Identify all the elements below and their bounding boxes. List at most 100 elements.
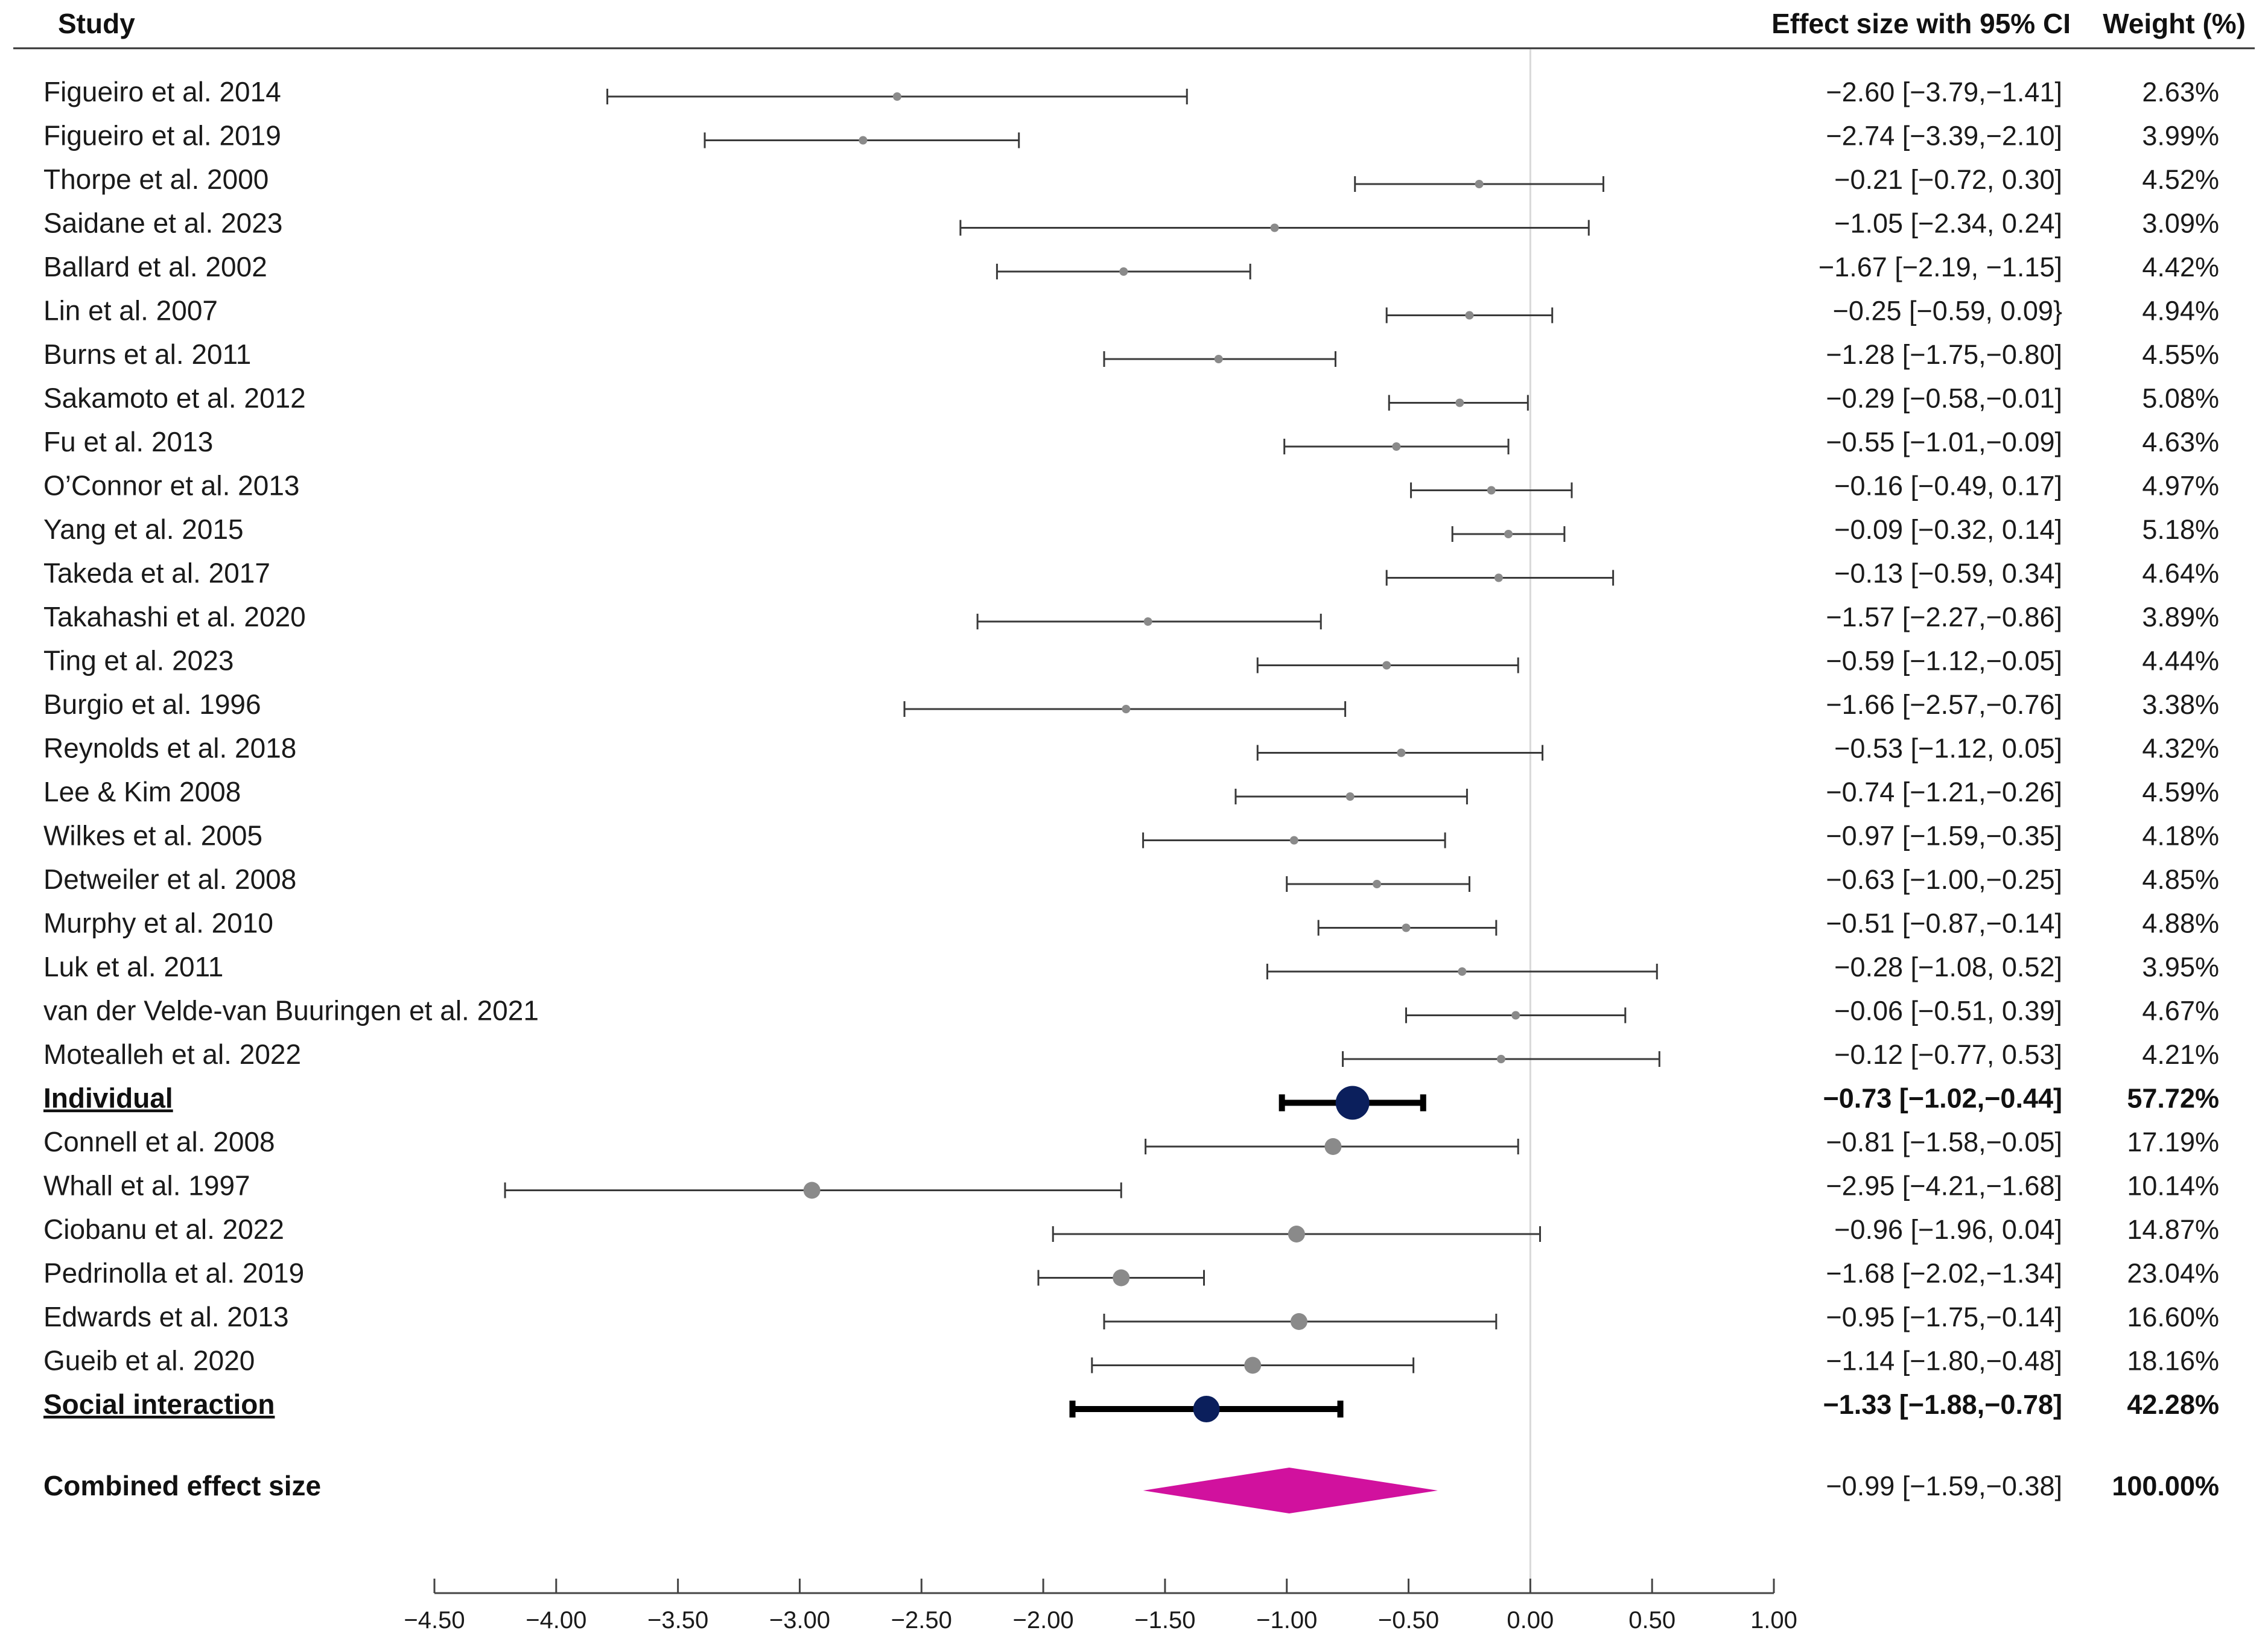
x-tick-label: −3.00 bbox=[769, 1607, 830, 1634]
row-label: van der Velde-van Buuringen et al. 2021 bbox=[43, 995, 539, 1026]
weight-value: 4.67% bbox=[2142, 996, 2219, 1026]
weight-value: 57.72% bbox=[2127, 1083, 2219, 1114]
forest-row: Motealleh et al. 2022 −0.12 [−0.77, 0.53]… bbox=[43, 1039, 2219, 1070]
subtotal-effect-marker bbox=[1193, 1396, 1220, 1422]
forest-row: Murphy et al. 2010 −0.51 [−0.87,−0.14] 4.8… bbox=[43, 908, 2219, 939]
effect-point bbox=[1324, 1138, 1342, 1155]
effect-size-ci: −0.28 [−1.08, 0.52] bbox=[1834, 952, 2062, 982]
row-label: Takahashi et al. 2020 bbox=[43, 601, 306, 632]
effect-size-ci: −0.73 [−1.02,−0.44] bbox=[1823, 1083, 2062, 1114]
weight-value: 4.59% bbox=[2142, 777, 2219, 807]
effect-point bbox=[1455, 398, 1464, 407]
forest-row: Whall et al. 1997 −2.95 [−4.21,−1.68] 10.1… bbox=[43, 1170, 2219, 1201]
x-tick-label: −1.00 bbox=[1256, 1607, 1317, 1634]
x-tick-label: 1.00 bbox=[1750, 1607, 1797, 1634]
weight-value: 18.16% bbox=[2127, 1346, 2219, 1376]
forest-row: Yang et al. 2015 −0.09 [−0.32, 0.14] 5.18% bbox=[43, 514, 2219, 545]
overall-effect-diamond bbox=[1143, 1468, 1438, 1513]
row-label: Whall et al. 1997 bbox=[43, 1170, 250, 1201]
effect-size-ci: −2.95 [−4.21,−1.68] bbox=[1826, 1171, 2062, 1201]
effect-size-ci: −0.63 [−1.00,−0.25] bbox=[1826, 864, 2062, 895]
effect-point bbox=[1122, 705, 1131, 713]
forest-row: Burns et al. 2011 −1.28 [−1.75,−0.80] 4.55… bbox=[43, 339, 2219, 370]
row-label: Ting et al. 2023 bbox=[43, 645, 233, 676]
effect-point bbox=[1270, 223, 1279, 232]
effect-size-ci: −0.06 [−0.51, 0.39] bbox=[1834, 996, 2062, 1026]
effect-size-ci: −1.66 [−2.57,−0.76] bbox=[1826, 689, 2062, 720]
effect-size-ci: −0.96 [−1.96, 0.04] bbox=[1834, 1214, 2062, 1245]
row-label: Wilkes et al. 2005 bbox=[43, 820, 262, 851]
row-label: Burns et al. 2011 bbox=[43, 339, 251, 370]
x-tick-label: −4.50 bbox=[404, 1607, 465, 1634]
row-label: Connell et al. 2008 bbox=[43, 1126, 275, 1157]
effect-size-ci: −0.29 [−0.58,−0.01] bbox=[1826, 383, 2062, 414]
forest-row: Pedrinolla et al. 2019 −1.68 [−2.02,−1.34… bbox=[43, 1258, 2219, 1289]
effect-size-ci: −1.67 [−2.19, −1.15] bbox=[1819, 252, 2062, 282]
effect-size-ci: −0.97 [−1.59,−0.35] bbox=[1826, 821, 2062, 851]
effect-point bbox=[1345, 792, 1355, 801]
effect-point bbox=[1288, 1226, 1305, 1242]
row-label: Combined effect size bbox=[43, 1470, 321, 1501]
weight-value: 5.18% bbox=[2142, 514, 2219, 545]
weight-value: 4.64% bbox=[2142, 558, 2219, 589]
weight-value: 3.89% bbox=[2142, 602, 2219, 632]
forest-row: Takeda et al. 2017 −0.13 [−0.59, 0.34] 4.6… bbox=[43, 558, 2219, 589]
forest-row: Wilkes et al. 2005 −0.97 [−1.59,−0.35] 4.1… bbox=[43, 820, 2219, 851]
effect-size-ci: −1.05 [−2.34, 0.24] bbox=[1834, 208, 2062, 239]
effect-size-ci: −1.33 [−1.88,−0.78] bbox=[1823, 1389, 2062, 1420]
effect-point bbox=[1487, 486, 1496, 495]
forest-row: Thorpe et al. 2000 −0.21 [−0.72, 0.30] 4.5… bbox=[43, 164, 2219, 195]
effect-point bbox=[859, 136, 868, 145]
effect-point bbox=[1119, 267, 1128, 276]
effect-point bbox=[1496, 1055, 1505, 1063]
x-tick-label: −2.00 bbox=[1012, 1607, 1073, 1634]
weight-value: 4.18% bbox=[2142, 821, 2219, 851]
effect-point bbox=[1373, 880, 1382, 888]
row-label: Saidane et al. 2023 bbox=[43, 208, 282, 239]
row-label: Yang et al. 2015 bbox=[43, 514, 244, 545]
forest-row: Ting et al. 2023 −0.59 [−1.12,−0.05] 4.44% bbox=[43, 645, 2219, 676]
effect-point bbox=[1143, 617, 1152, 626]
effect-size-ci: −0.51 [−0.87,−0.14] bbox=[1826, 908, 2062, 939]
x-tick-label: −2.50 bbox=[891, 1607, 952, 1634]
row-label: Ciobanu et al. 2022 bbox=[43, 1214, 284, 1245]
effect-size-ci: −2.74 [−3.39,−2.10] bbox=[1826, 121, 2062, 151]
forest-row: Edwards et al. 2013 −0.95 [−1.75,−0.14] 16… bbox=[43, 1301, 2219, 1332]
effect-point bbox=[1504, 530, 1513, 538]
forest-row: Ballard et al. 2002 −1.67 [−2.19, −1.15] 4… bbox=[43, 251, 2219, 282]
effect-point bbox=[1392, 442, 1401, 451]
row-label: Social interaction bbox=[43, 1389, 275, 1420]
effect-size-ci: −0.21 [−0.72, 0.30] bbox=[1834, 164, 2062, 195]
effect-point bbox=[1382, 661, 1391, 670]
effect-size-ci: −0.09 [−0.32, 0.14] bbox=[1834, 514, 2062, 545]
weight-value: 4.21% bbox=[2142, 1039, 2219, 1070]
rows-layer: Figueiro et al. 2014 −2.60 [−3.79,−1.41] 2… bbox=[43, 76, 2219, 1513]
weight-column-header: Weight (%) bbox=[2103, 8, 2246, 39]
effect-point bbox=[1494, 573, 1503, 582]
effect-point bbox=[1465, 311, 1474, 320]
effect-size-ci: −0.81 [−1.58,−0.05] bbox=[1826, 1127, 2062, 1157]
weight-value: 42.28% bbox=[2127, 1389, 2219, 1420]
row-label: Motealleh et al. 2022 bbox=[43, 1039, 301, 1070]
effect-size-ci: −0.95 [−1.75,−0.14] bbox=[1826, 1302, 2062, 1332]
x-tick-label: −4.00 bbox=[526, 1607, 586, 1634]
forest-row: Fu et al. 2013 −0.55 [−1.01,−0.09] 4.63% bbox=[43, 426, 2219, 457]
forest-row: Lin et al. 2007 −0.25 [−0.59, 0.09} 4.94% bbox=[43, 295, 2219, 326]
weight-value: 4.85% bbox=[2142, 864, 2219, 895]
forest-row: O’Connor et al. 2013 −0.16 [−0.49, 0.17] 4… bbox=[43, 470, 2219, 501]
row-label: Takeda et al. 2017 bbox=[43, 558, 270, 589]
row-label: Ballard et al. 2002 bbox=[43, 251, 267, 282]
weight-value: 3.95% bbox=[2142, 952, 2219, 982]
row-label: Individual bbox=[43, 1083, 173, 1114]
row-label: Lin et al. 2007 bbox=[43, 295, 218, 326]
effect-size-ci: −2.60 [−3.79,−1.41] bbox=[1826, 77, 2062, 107]
effect-size-ci: −0.59 [−1.12,−0.05] bbox=[1826, 646, 2062, 676]
weight-value: 23.04% bbox=[2127, 1258, 2219, 1289]
effect-point bbox=[1511, 1011, 1520, 1020]
forest-row: Lee & Kim 2008 −0.74 [−1.21,−0.26] 4.59% bbox=[43, 776, 2219, 807]
effect-point bbox=[1458, 967, 1467, 976]
forest-row: Saidane et al. 2023 −1.05 [−2.34, 0.24] 3.… bbox=[43, 208, 2219, 239]
x-tick-label: −1.50 bbox=[1134, 1607, 1195, 1634]
row-label: Edwards et al. 2013 bbox=[43, 1301, 289, 1332]
forest-row: Detweiler et al. 2008 −0.63 [−1.00,−0.25]… bbox=[43, 864, 2219, 895]
